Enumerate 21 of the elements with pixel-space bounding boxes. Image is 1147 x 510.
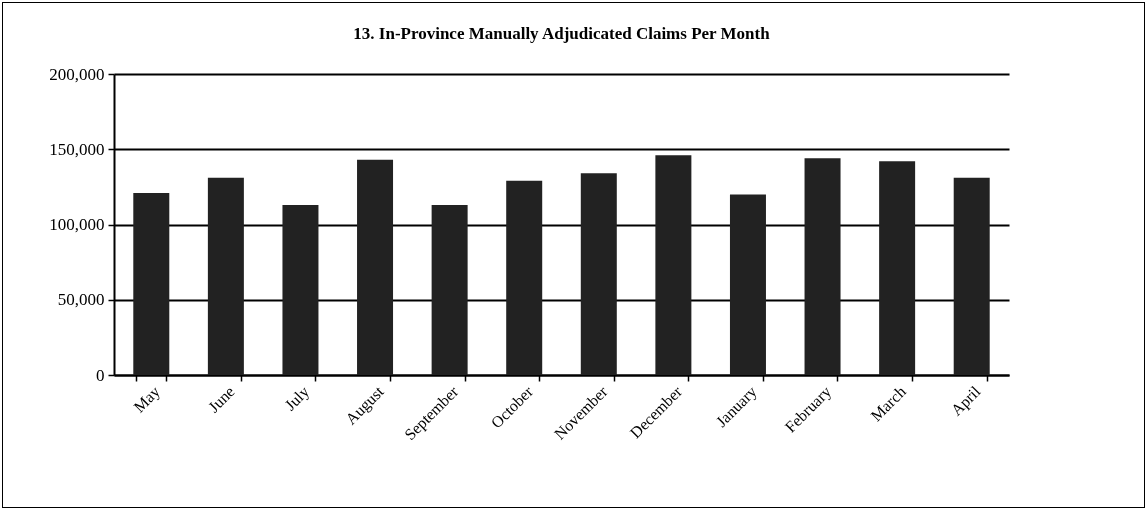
bar [879,161,916,375]
bar [804,158,841,375]
bar [506,180,543,375]
y-tick-label: 50,000 [57,290,105,310]
bar [580,173,617,375]
bar [357,159,394,375]
bar [953,177,990,375]
x-tick-label: May [130,382,164,417]
bar [207,177,244,375]
y-tick-label: 0 [96,365,105,385]
bar [431,204,468,375]
bar [282,204,319,375]
y-tick-label: 150,000 [49,139,105,159]
bar [655,155,692,375]
bar [133,192,170,375]
x-tick-label: July [281,382,313,415]
y-tick-label: 200,000 [49,64,105,84]
chart-title: 13. In-Province Manually Adjudicated Claims Per Month [353,24,771,43]
y-tick-label: 100,000 [49,215,105,234]
bar [729,194,766,375]
x-tick-label: June [204,382,238,416]
